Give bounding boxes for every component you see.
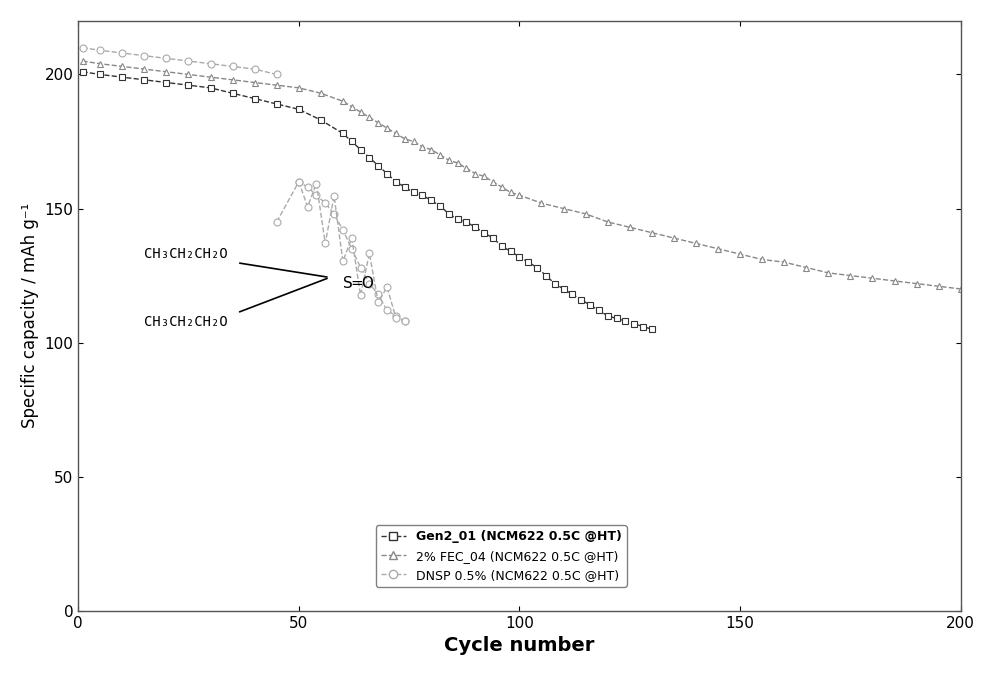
Y-axis label: Specific capacity / mAh g⁻¹: Specific capacity / mAh g⁻¹ (21, 203, 39, 429)
X-axis label: Cycle number: Cycle number (444, 636, 595, 655)
Text: S═O: S═O (343, 276, 374, 291)
Text: CH₃CH₂CH₂O: CH₃CH₂CH₂O (144, 315, 228, 329)
Legend: Gen2_01 (NCM622 0.5C @HT), 2% FEC_04 (NCM622 0.5C @HT), DNSP 0.5% (NCM622 0.5C @: Gen2_01 (NCM622 0.5C @HT), 2% FEC_04 (NC… (375, 525, 626, 587)
Text: CH₃CH₂CH₂O: CH₃CH₂CH₂O (144, 247, 228, 261)
